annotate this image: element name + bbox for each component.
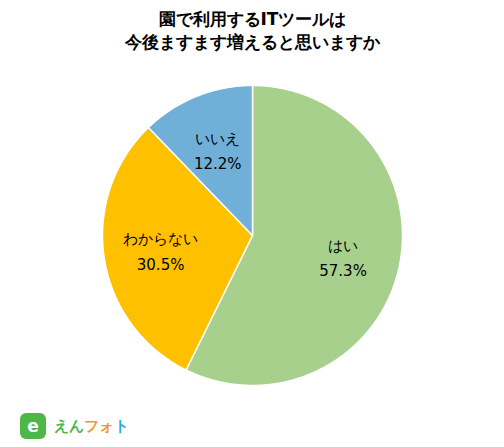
svg-text:園で利用するITツールは今後ますます増えると思いますか: 園で利用するITツールは今後ますます増えると思いますか [124, 9, 381, 52]
svg-text:57.3%: 57.3% [319, 262, 367, 280]
svg-text:わからない: わからない [123, 230, 198, 248]
html-text:えんフォト: えんフォト [54, 416, 129, 435]
svg-text:いいえ: いいえ [195, 130, 240, 148]
svg-text:12.2%: 12.2% [194, 155, 242, 173]
svg-text:30.5%: 30.5% [137, 256, 185, 274]
html-text:e: e [27, 416, 39, 436]
svg-text:はい: はい [328, 237, 358, 255]
